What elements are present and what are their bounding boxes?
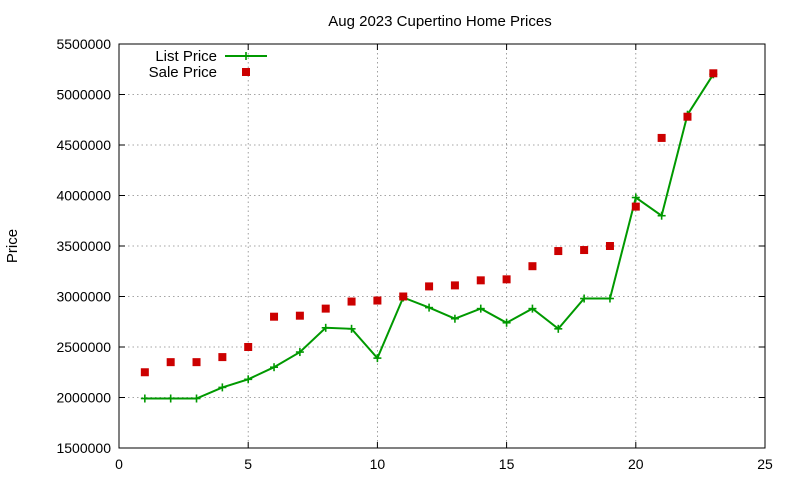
x-tick-label: 10 bbox=[370, 456, 386, 472]
y-tick-label: 4000000 bbox=[56, 188, 111, 204]
list-price-point bbox=[476, 304, 485, 313]
list-price-point bbox=[528, 304, 537, 313]
sale-price-point bbox=[709, 69, 718, 78]
list-price-point bbox=[425, 303, 434, 312]
list-price-point bbox=[166, 394, 175, 403]
sale-price-point bbox=[218, 353, 227, 362]
sale-price-point bbox=[192, 358, 201, 367]
y-tick-label: 3500000 bbox=[56, 238, 111, 254]
sale-price-point bbox=[554, 247, 563, 256]
sale-price-point bbox=[657, 133, 666, 142]
y-tick-label: 2000000 bbox=[56, 390, 111, 406]
x-tick-label: 20 bbox=[628, 456, 644, 472]
sale-price-point bbox=[425, 282, 434, 291]
list-price-point bbox=[373, 354, 382, 363]
sale-price-point bbox=[295, 311, 304, 320]
legend-plus-swatch bbox=[242, 52, 250, 60]
list-price-point bbox=[657, 211, 666, 220]
list-price-point bbox=[295, 348, 304, 357]
sale-price-point bbox=[683, 112, 692, 121]
y-tick-label: 1500000 bbox=[56, 440, 111, 456]
y-tick-label: 5500000 bbox=[56, 36, 111, 52]
list-price-point bbox=[270, 363, 279, 372]
sale-price-point bbox=[580, 246, 589, 255]
x-tick-label: 5 bbox=[244, 456, 252, 472]
list-price-point bbox=[502, 318, 511, 327]
sale-price-point bbox=[166, 358, 175, 367]
x-tick-label: 25 bbox=[757, 456, 773, 472]
y-tick-label: 4500000 bbox=[56, 137, 111, 153]
y-tick-label: 5000000 bbox=[56, 87, 111, 103]
legend-square-swatch bbox=[242, 68, 250, 76]
list-price-point bbox=[192, 394, 201, 403]
y-axis-title: Price bbox=[4, 229, 21, 263]
x-tick-label: 15 bbox=[499, 456, 515, 472]
grid bbox=[119, 44, 765, 448]
sale-price-point bbox=[450, 281, 459, 290]
list-price-point bbox=[631, 193, 640, 202]
list-price-point bbox=[347, 324, 356, 333]
list-price-point bbox=[321, 323, 330, 332]
sale-price-point bbox=[140, 368, 149, 377]
y-tick-label: 2500000 bbox=[56, 339, 111, 355]
y-tick-label: 3000000 bbox=[56, 289, 111, 305]
list-price-point bbox=[450, 314, 459, 323]
series-list-price bbox=[140, 70, 718, 403]
legend-label-list-price: List Price bbox=[155, 48, 217, 65]
series bbox=[140, 69, 718, 403]
sale-price-point bbox=[631, 202, 640, 211]
sale-price-point bbox=[244, 343, 253, 351]
list-price-point bbox=[605, 294, 614, 303]
series-sale-price bbox=[140, 69, 718, 377]
sale-price-point bbox=[373, 296, 382, 305]
sale-price-point bbox=[528, 262, 537, 271]
legend-label-sale-price: Sale Price bbox=[149, 64, 217, 81]
list-price-line bbox=[144, 73, 715, 400]
sale-price-point bbox=[347, 297, 356, 306]
sale-price-point bbox=[399, 292, 408, 301]
plot-frame bbox=[118, 43, 766, 449]
list-price-point bbox=[218, 383, 227, 392]
sale-price-point bbox=[502, 275, 511, 284]
x-tick-label: 0 bbox=[115, 456, 123, 472]
list-price-point bbox=[580, 294, 589, 303]
sale-price-point bbox=[270, 312, 279, 321]
list-price-point bbox=[140, 394, 149, 403]
sale-price-point bbox=[605, 242, 614, 250]
axis-ticks: 0 5 10 15 20 25 1500000 2000000 2500000 3000000 35… bbox=[56, 36, 773, 472]
sale-price-point bbox=[321, 304, 330, 313]
list-price-point bbox=[244, 375, 253, 384]
list-price-point bbox=[554, 324, 563, 333]
sale-price-point bbox=[476, 276, 485, 285]
chart-title: Aug 2023 Cupertino Home Prices bbox=[328, 13, 551, 30]
